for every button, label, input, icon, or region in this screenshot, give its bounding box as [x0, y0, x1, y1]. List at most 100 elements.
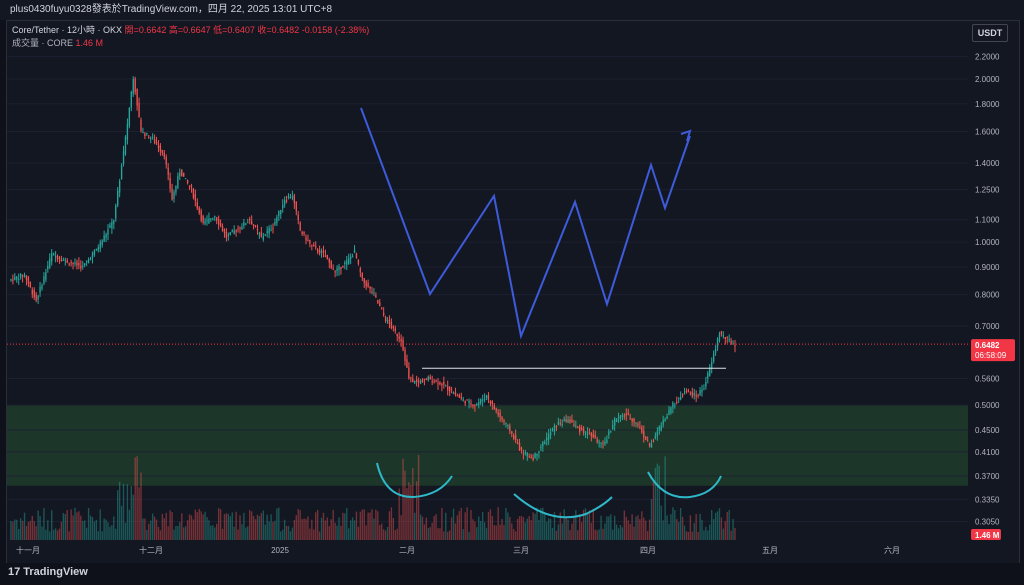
candle-body	[454, 391, 457, 395]
candle-body	[132, 79, 134, 95]
volume-bar	[287, 525, 290, 540]
candle-body	[316, 249, 319, 252]
volume-bar	[91, 517, 94, 540]
volume-bar	[89, 515, 92, 540]
candle-body	[93, 250, 96, 255]
volume-bar	[639, 519, 641, 540]
candle-body	[105, 233, 107, 238]
candle-body	[324, 255, 327, 258]
volume-bar	[571, 523, 573, 540]
currency-button[interactable]: USDT	[972, 24, 1008, 42]
volume-bar	[196, 512, 198, 540]
axis-layer: 2.2000 2.0000 1.8000 1.6000 1.4000 1.2500 1.10…	[16, 53, 1015, 555]
volume-bar	[592, 508, 594, 540]
volume-bar	[155, 519, 158, 540]
candle-body	[650, 443, 653, 448]
volume-bar	[219, 509, 222, 540]
volume-bar	[637, 515, 639, 540]
y-tick-label: 0.9000	[975, 263, 1000, 272]
volume-bar	[115, 528, 117, 540]
candle-body	[637, 423, 639, 426]
candle-body	[276, 217, 278, 224]
candle-body	[60, 259, 63, 262]
candle-body	[72, 262, 74, 265]
volume-bar	[544, 514, 546, 540]
candle-body	[163, 152, 165, 157]
volume-bar	[408, 482, 410, 540]
volume-bar	[714, 512, 717, 540]
brand-name: TradingView	[23, 566, 88, 578]
volume-bar	[233, 526, 235, 540]
candle-body	[685, 390, 688, 393]
candle-body	[691, 392, 693, 397]
volume-bar	[672, 507, 674, 540]
volume-bar	[433, 516, 435, 540]
candle-body	[235, 229, 237, 232]
candle-body	[250, 220, 253, 225]
candle-body	[311, 245, 313, 247]
candle-body	[398, 336, 400, 339]
volume-bar	[186, 520, 189, 540]
candle-body	[190, 185, 193, 188]
candle-body	[437, 383, 439, 385]
volume-bar	[124, 522, 127, 540]
volume-bar	[577, 530, 579, 540]
candle-body	[617, 417, 620, 419]
candle-body	[664, 419, 666, 422]
candle-body	[165, 156, 167, 165]
candle-body	[654, 435, 657, 439]
volume-bar	[730, 530, 732, 540]
volume-bar	[118, 481, 121, 540]
candle-body	[711, 362, 713, 368]
volume-bar	[670, 514, 672, 540]
volume-bar	[249, 510, 251, 540]
volume-bar	[87, 508, 90, 540]
volume-bar	[210, 525, 212, 540]
volume-label[interactable]: 成交量 · CORE	[12, 38, 74, 48]
volume-bar	[604, 523, 606, 540]
symbol-label[interactable]: Core/Tether · 12小時 · OKX	[12, 25, 123, 35]
y-tick-label: 0.5600	[975, 374, 1000, 383]
candle-body	[478, 402, 480, 406]
volume-bar	[621, 527, 624, 540]
candle-body	[551, 428, 554, 432]
volume-bar	[447, 531, 449, 540]
candle-body	[181, 169, 183, 177]
candle-body	[379, 302, 381, 306]
volume-bar	[559, 512, 561, 540]
arrow-head-icon	[680, 129, 692, 142]
volume-bar	[103, 518, 105, 540]
volume-bar	[701, 519, 703, 540]
candle-body	[78, 262, 80, 266]
candle-body	[503, 420, 505, 423]
volume-bar	[734, 528, 736, 540]
volume-bar	[175, 526, 177, 540]
candle-body	[369, 286, 371, 289]
volume-bar	[456, 515, 459, 540]
tradingview-logo[interactable]: 17 TradingView	[8, 566, 88, 578]
candle-body	[443, 381, 445, 385]
volume-bar	[14, 519, 16, 540]
volume-bar	[225, 513, 228, 540]
candle-body	[313, 244, 315, 247]
volume-bar	[602, 528, 604, 540]
candle-body	[547, 434, 550, 440]
volume-bar	[629, 523, 631, 540]
volume-bar	[163, 518, 165, 540]
candle-body	[262, 236, 264, 240]
candle-body	[128, 107, 131, 126]
candle-body	[183, 172, 185, 177]
volume-bar	[202, 514, 204, 540]
volume-bar	[336, 525, 338, 540]
volume-bar	[652, 481, 655, 540]
candle-body	[497, 412, 499, 416]
candle-body	[239, 227, 241, 229]
candle-body	[29, 282, 32, 287]
volume-bar	[534, 513, 536, 540]
volume-bar	[200, 511, 202, 540]
candle-body	[85, 261, 88, 263]
candle-body	[546, 437, 548, 441]
candle-body	[23, 274, 26, 277]
volume-bar	[144, 518, 146, 540]
